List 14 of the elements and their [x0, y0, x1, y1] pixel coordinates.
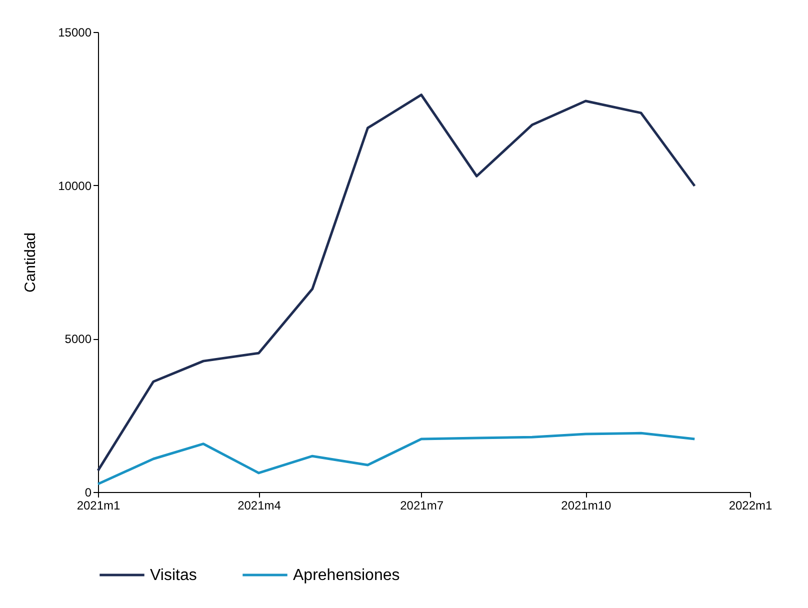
x-tick-label: 2022m1 — [728, 498, 773, 512]
legend-label: Aprehensiones — [293, 567, 400, 584]
x-tick-label: 2021m10 — [561, 498, 612, 512]
y-tick-label: 10000 — [58, 178, 92, 193]
x-tick-label: 2021m4 — [238, 498, 282, 512]
y-tick-label: 5000 — [64, 332, 92, 346]
x-tick-label: 2021m1 — [76, 498, 121, 512]
y-axis-title: Cantidad — [22, 232, 40, 293]
y-tick-label: 0 — [84, 486, 92, 500]
x-tick-label: 2021m7 — [400, 498, 444, 512]
line-series — [96, 94, 696, 472]
y-tick-label: 15000 — [58, 26, 92, 40]
legend-label: Visitas — [150, 567, 197, 584]
line-series — [96, 432, 696, 486]
